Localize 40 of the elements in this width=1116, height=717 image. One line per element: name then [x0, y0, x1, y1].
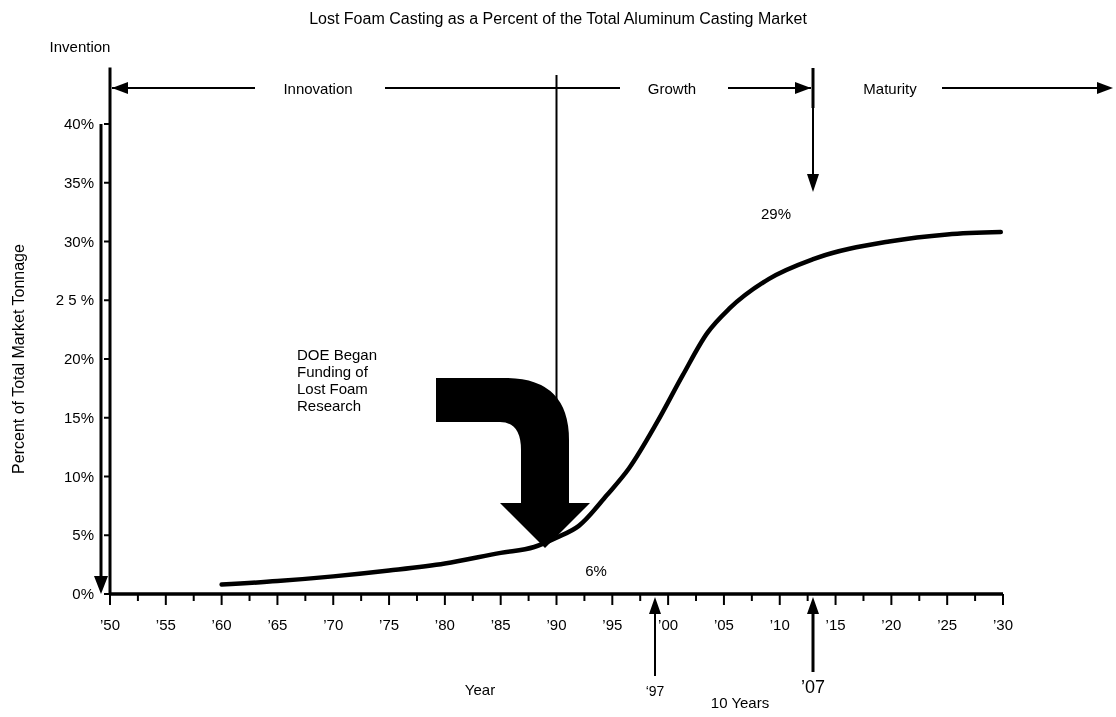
x-tick-label: ’95	[602, 616, 623, 633]
x-tick-label: ’10	[769, 616, 790, 633]
chart-title: Lost Foam Casting as a Percent of the Total Aluminum Casting Market	[309, 10, 808, 27]
x-tick-label: ’50	[99, 616, 121, 633]
y-tick-label: 2 5 %	[55, 291, 94, 309]
annotation: DOE Began Funding of Lost Foam Research	[297, 346, 378, 414]
annotation: Growth	[647, 80, 697, 97]
annotation: Maturity	[863, 80, 918, 97]
y-axis-title: Percent of Total Market Tonnage	[10, 244, 27, 474]
x-tick-label: ’90	[546, 616, 567, 633]
y-tick-label: 35%	[63, 173, 94, 191]
x-tick-label: ’20	[881, 616, 902, 633]
x-tick-label: ’00	[658, 616, 679, 633]
x-tick-label: ’55	[155, 616, 176, 633]
text: Invention	[49, 38, 111, 55]
x-tick-label: ’60	[211, 616, 232, 633]
x-tick-label: ’25	[937, 616, 958, 633]
annotation: 6%	[585, 562, 607, 579]
text: ‘97	[645, 683, 665, 699]
x-tick-label: ’30	[992, 616, 1014, 633]
y-tick-label: 5%	[72, 526, 94, 544]
x-tick-label: ’75	[379, 616, 400, 633]
text: ’07	[800, 677, 826, 697]
annotation: Innovation	[283, 80, 353, 97]
y-tick-label: 40%	[63, 115, 94, 132]
x-tick-label: ’65	[267, 616, 288, 633]
x-tick-label: ’05	[713, 616, 734, 633]
x-tick-label: ’70	[323, 616, 344, 633]
x-tick-label: ’15	[825, 616, 846, 633]
line-series	[219, 229, 1004, 587]
y-tick-label: 20%	[63, 350, 94, 367]
annotation: 29%	[760, 205, 792, 222]
text: 10 Years	[710, 694, 770, 711]
x-axis-title: Year	[464, 681, 496, 698]
y-tick-label: 30%	[63, 232, 94, 250]
x-tick-label: ’80	[434, 616, 455, 633]
y-tick-label: 10%	[63, 467, 94, 485]
x-tick-label: ’85	[490, 616, 511, 633]
y-tick-label: 15%	[63, 408, 94, 426]
y-tick-label: 0%	[72, 585, 94, 602]
